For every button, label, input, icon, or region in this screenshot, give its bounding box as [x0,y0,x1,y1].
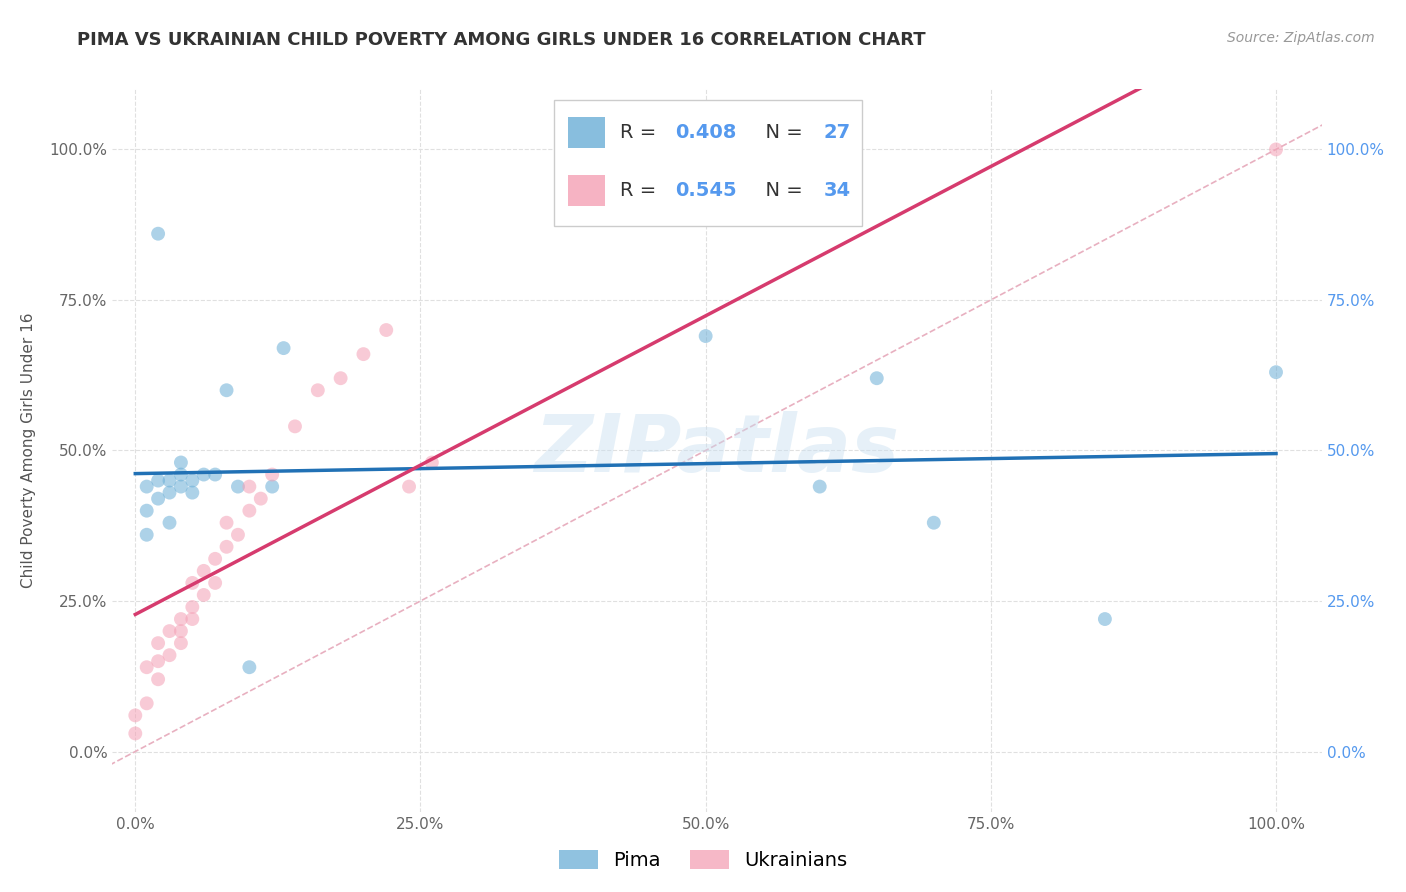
Point [352,347,374,361]
Point [181,600,204,615]
Point [146,636,169,650]
Point [215,384,238,398]
Point [170,480,193,494]
Point [329,371,352,385]
Text: 0.545: 0.545 [675,181,737,200]
Point [135,696,157,710]
Text: ZIPatlas: ZIPatlas [534,411,900,490]
Point [124,708,146,723]
Point [808,480,831,494]
FancyBboxPatch shape [568,175,605,205]
Point [204,551,226,566]
FancyBboxPatch shape [568,118,605,148]
Point [146,474,169,488]
Text: 34: 34 [824,181,851,200]
Text: N =: N = [754,123,810,142]
Point [193,564,215,578]
Point [181,485,204,500]
Point [170,467,193,482]
Point [135,660,157,674]
Text: 0.408: 0.408 [675,123,737,142]
Point [159,648,181,662]
Point [146,673,169,687]
Point [1265,142,1288,157]
Point [238,660,260,674]
Y-axis label: Child Poverty Among Girls Under 16: Child Poverty Among Girls Under 16 [21,313,35,588]
Point [1265,365,1288,379]
Text: Source: ZipAtlas.com: Source: ZipAtlas.com [1227,31,1375,45]
Point [226,528,249,542]
Text: R =: R = [620,123,662,142]
Point [170,636,193,650]
Point [226,480,249,494]
Point [170,612,193,626]
Point [922,516,945,530]
Text: N =: N = [754,181,810,200]
Point [170,456,193,470]
Point [262,467,284,482]
Text: PIMA VS UKRAINIAN CHILD POVERTY AMONG GIRLS UNDER 16 CORRELATION CHART: PIMA VS UKRAINIAN CHILD POVERTY AMONG GI… [77,31,927,49]
Point [215,516,238,530]
Point [204,467,226,482]
Text: 27: 27 [824,123,851,142]
Point [249,491,271,506]
Point [159,485,181,500]
Text: R =: R = [620,181,662,200]
Legend: Pima, Ukrainians: Pima, Ukrainians [551,842,855,878]
Point [204,576,226,591]
Point [215,540,238,554]
Point [262,480,284,494]
Point [238,480,260,494]
Point [866,371,889,385]
Point [193,467,215,482]
Point [159,516,181,530]
Point [170,624,193,639]
Point [135,528,157,542]
Point [273,341,295,355]
Point [238,503,260,517]
Point [159,624,181,639]
Point [146,227,169,241]
Point [124,726,146,740]
Point [284,419,307,434]
FancyBboxPatch shape [554,100,862,227]
Point [181,576,204,591]
Point [146,654,169,668]
Point [181,474,204,488]
Point [375,323,398,337]
Point [193,588,215,602]
Point [159,474,181,488]
Point [398,480,420,494]
Point [181,612,204,626]
Point [1094,612,1116,626]
Point [695,329,717,343]
Point [146,491,169,506]
Point [307,384,329,398]
Point [135,503,157,517]
Point [420,456,443,470]
Point [135,480,157,494]
